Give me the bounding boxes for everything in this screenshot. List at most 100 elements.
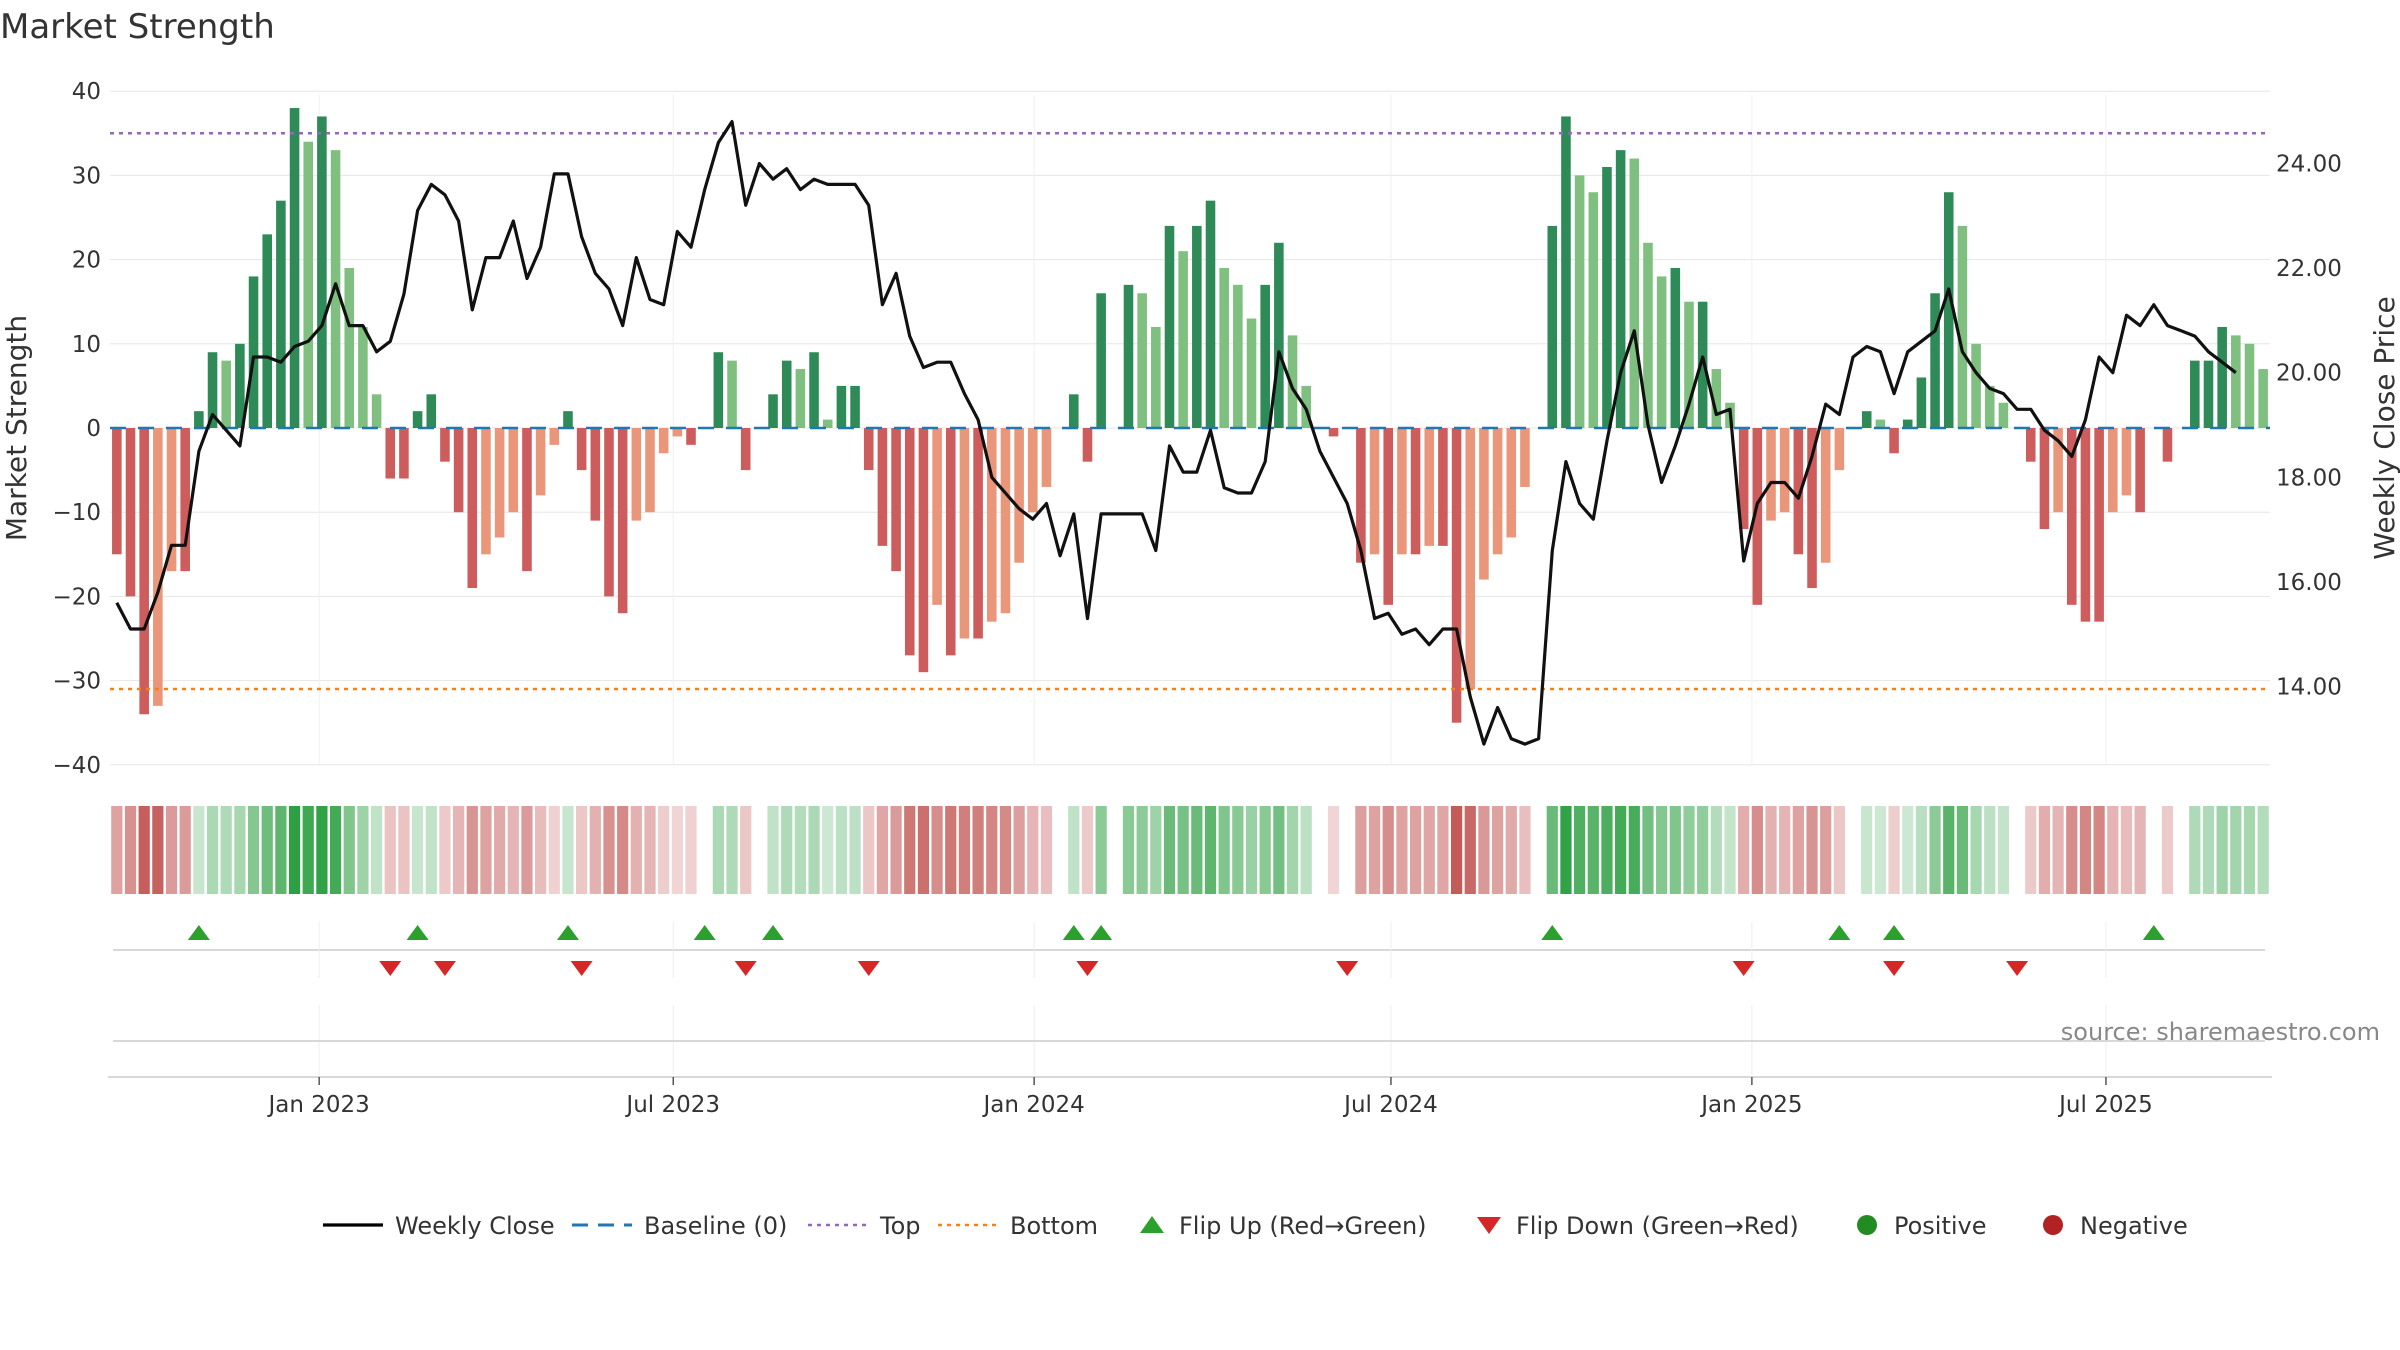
heat-cell	[1943, 806, 1955, 894]
strength-bar	[344, 268, 355, 428]
strength-bar	[973, 428, 983, 639]
right-tick-label: 16.00	[2276, 570, 2342, 596]
heat-cell	[234, 806, 246, 894]
heat-cell	[1779, 806, 1791, 894]
left-tick-label: −10	[52, 500, 101, 526]
strength-bar	[262, 234, 272, 428]
strength-bar	[2108, 428, 2118, 513]
strength-bar	[1082, 428, 1093, 462]
heat-cell	[972, 806, 984, 894]
heat-cell	[288, 806, 301, 894]
flip-up-marker	[2142, 925, 2165, 940]
strength-bar	[1028, 428, 1038, 513]
strength-bar	[1123, 284, 1134, 428]
legend: Weekly Close Baseline (0) Top Bottom Flip Up…	[323, 1212, 2188, 1240]
heat-cell	[1929, 806, 1941, 894]
heat-cell	[1068, 806, 1080, 894]
heat-cell	[261, 806, 273, 894]
heat-cell	[548, 806, 560, 894]
strength-bar	[2094, 428, 2104, 622]
heat-cell	[589, 806, 601, 894]
strength-bar	[1356, 428, 1366, 563]
positive-swatch	[1857, 1215, 1877, 1235]
heat-cell	[1970, 806, 1982, 894]
heat-cell	[2189, 806, 2201, 894]
strength-bar	[453, 428, 464, 513]
heat-cell	[2148, 806, 2159, 894]
strength-bar	[918, 428, 929, 673]
strength-bar	[399, 428, 409, 479]
strength-bar	[1260, 284, 1270, 428]
heat-cell	[1177, 806, 1189, 894]
left-axis-ticks: 40 30 20 10 0 −10 −20 −30 −40	[52, 79, 101, 779]
strength-bar	[1916, 377, 1927, 428]
heat-cell	[138, 806, 150, 894]
heat-cell	[425, 806, 437, 894]
strength-bar	[1670, 268, 1681, 428]
heat-cell	[507, 806, 519, 894]
strength-bar	[1574, 175, 1585, 428]
strength-bar	[1369, 428, 1380, 555]
strength-bar	[604, 428, 614, 597]
strength-bar	[1875, 419, 1886, 428]
heat-cell	[2120, 806, 2133, 894]
strength-bar	[276, 200, 286, 428]
heat-cell	[1546, 806, 1558, 894]
strength-bar	[412, 411, 423, 428]
strength-bar	[248, 276, 259, 428]
right-tick-label: 20.00	[2276, 361, 2342, 387]
left-tick-label: −20	[52, 584, 101, 610]
flip-up-marker	[187, 925, 210, 940]
strength-bar	[686, 428, 696, 445]
strength-bar	[1957, 225, 1968, 428]
strength-bar	[563, 411, 573, 428]
right-tick-label: 14.00	[2276, 675, 2342, 701]
heat-cell	[1013, 806, 1025, 894]
heat-cell	[206, 806, 219, 894]
strength-bar	[1834, 428, 1845, 471]
strength-bar	[768, 394, 778, 428]
heat-cell	[1820, 806, 1832, 894]
strength-bar	[904, 428, 915, 656]
flip_down-label: Flip Down (Green→Red)	[1516, 1212, 1799, 1240]
y-axis-label-left: Market Strength	[0, 315, 33, 541]
flip-up-marker	[556, 925, 579, 940]
strength-bar	[1738, 428, 1749, 530]
flip-up-marker	[1090, 925, 1113, 940]
strength-bar	[235, 343, 245, 428]
heat-cell	[1218, 806, 1230, 894]
strength-bar	[932, 428, 942, 605]
heat-cell	[1997, 806, 2010, 894]
flip_up-label: Flip Up (Red→Green)	[1179, 1212, 1427, 1240]
strength-bar	[1861, 411, 1872, 428]
heat-cell	[453, 806, 465, 894]
heat-cell	[1027, 806, 1039, 894]
strength-bar	[1410, 428, 1421, 555]
heat-cell	[1806, 806, 1818, 894]
heat-cell	[2230, 806, 2242, 894]
heat-cell	[1245, 806, 1258, 894]
strength-bar	[795, 369, 806, 428]
strength-bar	[317, 116, 327, 429]
strength-bar	[576, 428, 587, 471]
heat-cell	[999, 806, 1012, 894]
left-tick-label: 30	[72, 163, 101, 189]
x-tick-label: Jan 2023	[267, 1092, 370, 1118]
heat-cell	[1984, 806, 1996, 894]
flip-up-marker	[1883, 925, 1906, 940]
strength-bar	[1287, 335, 1298, 428]
heat-cell	[1368, 806, 1381, 894]
heat-cell	[754, 806, 765, 894]
flip-down-marker	[433, 961, 456, 976]
heat-cell	[603, 806, 615, 894]
heat-cell	[726, 806, 738, 894]
strength-bar	[809, 352, 819, 428]
strength-bar	[1711, 369, 1722, 428]
heat-cell	[193, 806, 205, 894]
strength-bar	[1520, 428, 1530, 487]
heat-cell	[630, 806, 642, 894]
heat-cell	[2216, 806, 2228, 894]
heat-cell	[1327, 806, 1340, 894]
heat-cell	[370, 806, 383, 894]
heat-cell	[2052, 806, 2064, 894]
